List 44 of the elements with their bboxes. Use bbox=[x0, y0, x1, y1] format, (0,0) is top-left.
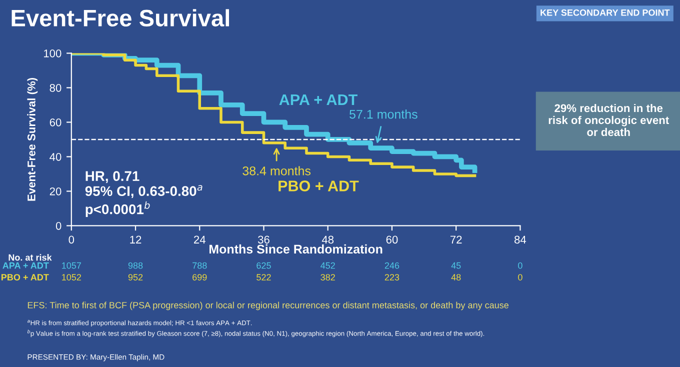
x-axis-title: Months Since Randomization bbox=[209, 244, 382, 254]
text: KEY SECONDARY END POINT bbox=[540, 9, 670, 16]
text: 0 bbox=[518, 274, 522, 280]
text: 699 bbox=[192, 274, 207, 280]
text: 625 bbox=[256, 262, 271, 269]
x-tick-label: 24 bbox=[194, 236, 206, 244]
text: 48 bbox=[451, 274, 461, 280]
chart-title: Event-Free Survival bbox=[12, 9, 229, 27]
x-tick-label: 72 bbox=[450, 236, 462, 244]
y-tick-label: 20 bbox=[50, 187, 62, 196]
series-label: PBO + ADT bbox=[278, 180, 359, 192]
y-axis-title: Event-Free Survival (%) bbox=[27, 78, 38, 201]
text: 1052 bbox=[62, 274, 81, 280]
x-tick-label: 36 bbox=[258, 236, 270, 244]
text: 788 bbox=[192, 262, 207, 269]
text: HR, 0.71 95% CI, 0.63-0.80$^{a}$ p<0.0001$^{b}$ bbox=[85, 171, 202, 217]
x-tick-label: 12 bbox=[130, 236, 142, 244]
text: 0 bbox=[518, 262, 522, 269]
y-tick-label: 100 bbox=[44, 49, 62, 58]
y-tick-label: 0 bbox=[56, 222, 62, 230]
text: EFS: Time to first of BCF (PSA progression) or local or regional recurrences or distant metastasis, or death by any cause bbox=[28, 302, 508, 310]
y-tick-label: 80 bbox=[50, 84, 62, 92]
x-tick-label: 0 bbox=[68, 236, 74, 244]
y-tick-label: 40 bbox=[50, 152, 62, 161]
text: 29% reduction in the risk of oncologic event or death bbox=[548, 104, 669, 136]
text: 45 bbox=[451, 262, 461, 269]
text: 1057 bbox=[62, 262, 81, 269]
annotation: 38.4 months bbox=[242, 166, 311, 176]
text: 452 bbox=[320, 262, 335, 269]
y-tick-label: 60 bbox=[50, 118, 62, 126]
text: 246 bbox=[384, 262, 400, 269]
annotation: 57.1 months bbox=[350, 110, 418, 119]
series-label: APA + ADT bbox=[279, 94, 358, 105]
text: 522 bbox=[256, 274, 271, 280]
text: 223 bbox=[384, 274, 400, 280]
text: 988 bbox=[128, 262, 143, 269]
x-tick-label: 48 bbox=[322, 236, 334, 244]
text: APA + ADT bbox=[2, 262, 49, 269]
x-tick-label: 84 bbox=[514, 236, 526, 244]
text: No. at risk bbox=[8, 254, 52, 261]
text: PBO + ADT bbox=[1, 274, 49, 280]
text: 952 bbox=[128, 274, 143, 280]
x-tick-label: 60 bbox=[386, 236, 398, 244]
text: 382 bbox=[320, 274, 335, 280]
